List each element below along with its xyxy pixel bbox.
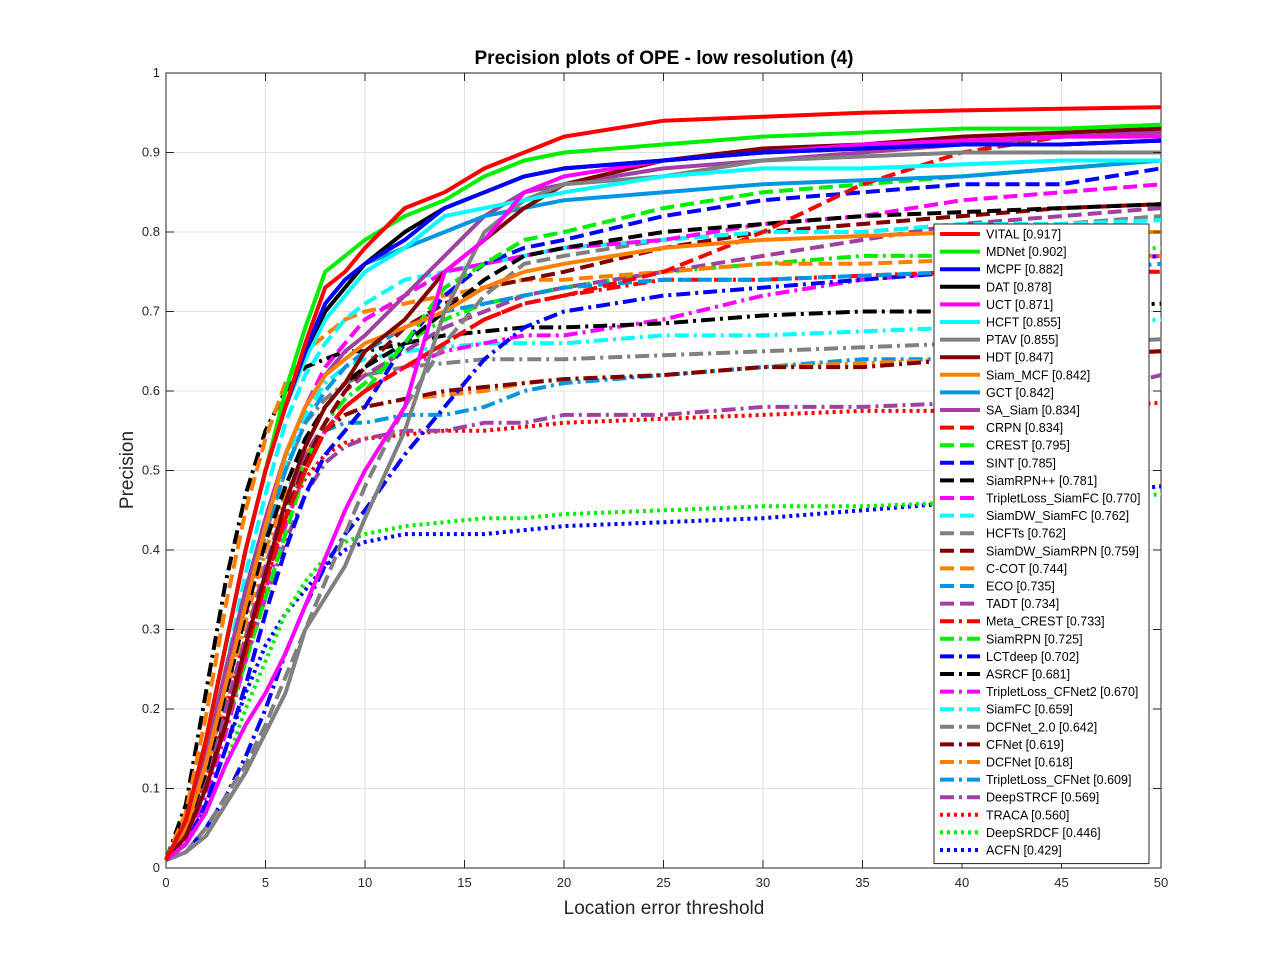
legend-label-30: DCFNet [0.618] [986,756,1073,770]
legend-label-6: PTAV [0.855] [986,333,1059,347]
x-tick-label: 10 [358,875,372,890]
legend-label-24: LCTdeep [0.702] [986,650,1079,664]
legend-label-0: VITAL [0.917] [986,228,1061,242]
x-tick-label: 15 [457,875,471,890]
series-line-17 [165,214,1162,862]
legend-label-17: HCFTs [0.762] [986,527,1066,541]
x-tick-label: 45 [1054,875,1068,890]
x-tick-label: 20 [557,875,571,890]
y-tick-label: 1 [153,65,160,80]
series-line-0 [164,105,1162,861]
legend-label-20: ECO [0.735] [986,580,1055,594]
series-line-35 [164,484,1162,862]
legend-label-14: SiamRPN++ [0.781] [986,474,1097,488]
legend-label-18: SiamDW_SiamRPN [0.759] [986,544,1139,558]
legend-label-9: GCT [0.842] [986,386,1054,400]
y-tick-label: 0.3 [142,622,160,637]
y-tick-label: 0.8 [142,224,160,239]
legend-label-22: Meta_CREST [0.733] [986,615,1105,629]
series-line-21 [164,206,1162,862]
legend-label-29: CFNet [0.619] [986,738,1064,752]
legend-label-11: CRPN [0.834] [986,421,1063,435]
y-tick-label: 0.2 [142,701,160,716]
legend-label-21: TADT [0.734] [986,597,1059,611]
series-line-6 [165,150,1161,862]
y-tick-label: 0 [153,860,160,875]
x-tick-label: 0 [162,875,169,890]
chart-title: Precision plots of OPE - low resolution … [475,48,854,69]
x-tick-label: 50 [1154,875,1168,890]
series-line-14 [164,202,1162,862]
series-line-23 [164,245,1162,862]
legend: VITAL [0.917] MDNet [0.902] MCPF [0.882] DA… [933,223,1150,865]
legend-label-3: DAT [0.878] [986,280,1052,294]
series-line-24 [165,253,1162,862]
legend-label-28: DCFNet_2.0 [0.642] [986,720,1097,734]
legend-label-7: HDT [0.847] [986,351,1053,365]
legend-label-8: Siam_MCF [0.842] [986,368,1090,382]
legend-label-26: TripletLoss_CFNet2 [0.670] [986,685,1138,699]
legend-label-32: DeepSTRCF [0.569] [986,791,1099,805]
y-tick-label: 0.9 [142,145,160,160]
legend-label-10: SA_Siam [0.834] [986,404,1080,418]
legend-label-34: DeepSRDCF [0.446] [986,826,1101,840]
series-line-33 [164,400,1162,862]
legend-label-15: TripletLoss_SiamFC [0.770] [986,492,1140,506]
legend-label-13: SINT [0.785] [986,456,1056,470]
legend-box [933,223,1150,865]
legend-label-4: UCT [0.871] [986,298,1053,312]
legend-label-23: SiamRPN [0.725] [986,632,1083,646]
legend-label-25: ASRCF [0.681] [986,668,1070,682]
legend-label-12: CREST [0.795] [986,439,1070,453]
legend-label-35: ACFN [0.429] [986,844,1062,858]
legend-label-31: TripletLoss_CFNet [0.609] [986,773,1131,787]
y-tick-label: 0.7 [142,304,160,319]
series-line-13 [164,166,1162,862]
y-tick-label: 0.5 [142,463,160,478]
x-tick-label: 40 [955,875,969,890]
series-layer [164,105,1162,862]
y-tick-label: 0.1 [142,781,160,796]
y-axis-label: Precision [117,431,138,509]
legend-label-27: SiamFC [0.659] [986,703,1073,717]
legend-label-2: MCPF [0.882] [986,263,1063,277]
series-line-34 [164,492,1162,862]
legend-label-5: HCFT [0.855] [986,316,1061,330]
legend-label-1: MDNet [0.902] [986,245,1067,259]
y-tick-label: 0.4 [142,542,160,557]
legend-label-16: SiamDW_SiamFC [0.762] [986,509,1129,523]
x-axis-label: Location error threshold [564,898,765,919]
legend-label-33: TRACA [0.560] [986,808,1069,822]
x-tick-label: 35 [855,875,869,890]
axis-ticks: 0 5 10 15 20 25 30 35 40 45 50 0 0.1 0.2 0.3 0.4 0.5 0.6 0… [142,65,1168,890]
x-tick-label: 30 [756,875,770,890]
x-tick-label: 5 [262,875,269,890]
y-tick-label: 0.6 [142,383,160,398]
legend-label-19: C-COT [0.744] [986,562,1067,576]
x-tick-label: 25 [656,875,670,890]
